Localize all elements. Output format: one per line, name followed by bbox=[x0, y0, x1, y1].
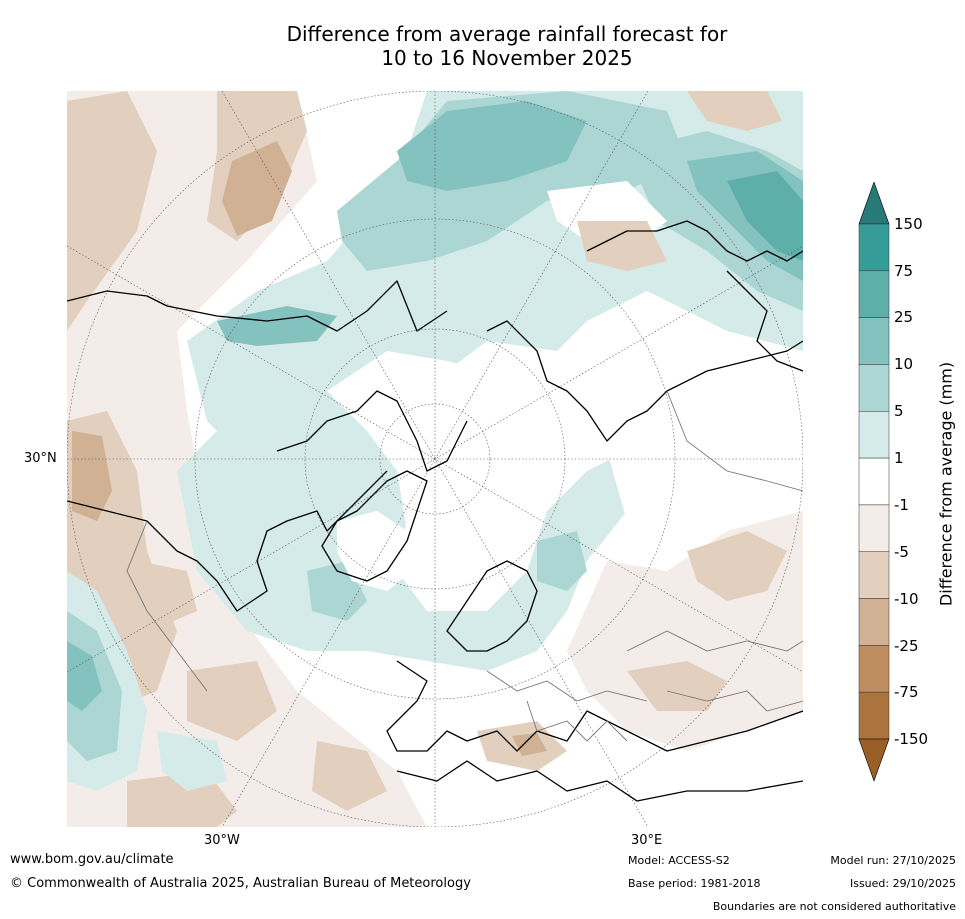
coastline-scandinavia bbox=[446, 560, 538, 652]
colorbar-title: Difference from average (mm) bbox=[936, 361, 956, 607]
longitude-label-30e: 30°E bbox=[631, 833, 663, 848]
anomaly-dry-atlantic-strong bbox=[222, 141, 292, 236]
colorbar-band-25-to-75 bbox=[858, 270, 890, 318]
coastline-alaska bbox=[67, 280, 448, 332]
coastline-russia-arctic bbox=[486, 320, 803, 442]
colorbar-tick-150: 150 bbox=[894, 215, 923, 233]
colorbar-graphic bbox=[858, 181, 890, 782]
colorbar bbox=[858, 181, 890, 782]
colorbar-tick-25: 25 bbox=[894, 308, 914, 326]
border-europe-b bbox=[526, 700, 628, 742]
colorbar-band-1-to-5 bbox=[858, 411, 890, 459]
colorbar-extend-bottom bbox=[858, 738, 890, 782]
coastline-canadian-archipelago bbox=[276, 390, 468, 472]
colorbar-band-10-to-25 bbox=[858, 317, 890, 365]
colorbar-tick-minus-1: -1 bbox=[894, 496, 909, 514]
anomaly-wet-south-light bbox=[157, 731, 227, 791]
latitude-label-30n: 30°N bbox=[24, 451, 57, 466]
anomaly-dry-mediterranean-strong bbox=[512, 733, 547, 756]
anomaly-dry-subtropic-mid bbox=[137, 561, 197, 626]
rainfall-anomaly-map bbox=[67, 91, 803, 827]
footer-model-run: Model run: 27/10/2025 bbox=[830, 854, 956, 867]
coastline-europe bbox=[386, 660, 803, 752]
footer-base-period: Base period: 1981-2018 bbox=[628, 877, 761, 890]
footer-disclaimer: Boundaries are not considered authoritat… bbox=[712, 900, 956, 913]
colorbar-tick-1: 1 bbox=[894, 449, 904, 467]
longitude-label-30w: 30°W bbox=[204, 833, 240, 848]
borders bbox=[126, 390, 803, 742]
colorbar-tick-10: 10 bbox=[894, 355, 914, 373]
anomaly-neutral-arctic bbox=[327, 351, 567, 561]
anomaly-wet-arctic-strong bbox=[397, 101, 587, 191]
border-europe-a bbox=[486, 670, 648, 702]
footer-url[interactable]: www.bom.gov.au/climate bbox=[10, 852, 174, 867]
anomaly-neutral-asia bbox=[587, 321, 803, 561]
colorbar-tick-minus-5: -5 bbox=[894, 543, 909, 561]
colorbar-band-75-to-150 bbox=[858, 223, 890, 272]
border-russia-china bbox=[666, 390, 803, 492]
title-line-2: 10 to 16 November 2025 bbox=[381, 46, 633, 70]
border-russia-kazakhstan bbox=[626, 630, 803, 652]
colorbar-tick-minus-10: -10 bbox=[894, 590, 919, 608]
colorbar-band-neutral bbox=[858, 457, 890, 506]
colorbar-tick-75: 75 bbox=[894, 262, 914, 280]
coastline-mediterranean bbox=[396, 760, 803, 802]
anomaly-dry-siberia-patch bbox=[577, 221, 667, 271]
anomaly-dry-west-mid bbox=[67, 91, 157, 331]
footer-model: Model: ACCESS-S2 bbox=[628, 854, 730, 867]
colorbar-extend-top bbox=[858, 181, 890, 225]
border-canada-usa bbox=[126, 520, 208, 692]
anomaly-dry-sw-strong bbox=[72, 431, 112, 521]
anomaly-wet-siberia-strong bbox=[727, 171, 803, 261]
colorbar-tick-minus-150: -150 bbox=[894, 730, 929, 748]
anomaly-dry-subtropic-b bbox=[187, 661, 277, 741]
coastline-siberia-north bbox=[586, 220, 803, 262]
colorbar-band-minus-10-to-minus-25 bbox=[858, 598, 890, 646]
footer-issued: Issued: 29/10/2025 bbox=[849, 877, 956, 890]
colorbar-band-minus-25-to-minus-75 bbox=[858, 645, 890, 693]
anomaly-dry-eurasia-b bbox=[627, 661, 727, 711]
colorbar-band-minus-5-to-minus-10 bbox=[858, 551, 890, 599]
map-canvas bbox=[67, 91, 803, 827]
border-asia-south bbox=[666, 690, 803, 712]
coastline-east-asia bbox=[726, 270, 803, 372]
colorbar-tick-minus-25: -25 bbox=[894, 637, 919, 655]
anomaly-dry-eurasia-mid bbox=[687, 531, 787, 601]
latitude-circle-60 bbox=[194, 218, 676, 700]
colorbar-tick-minus-75: -75 bbox=[894, 683, 919, 701]
coastline-greenland bbox=[321, 470, 428, 582]
colorbar-bands bbox=[858, 223, 890, 740]
anomaly-wet-tropical-strong bbox=[67, 641, 102, 711]
title-line-1: Difference from average rainfall forecas… bbox=[286, 22, 728, 46]
colorbar-tick-5: 5 bbox=[894, 402, 904, 420]
coastlines bbox=[67, 220, 803, 802]
map-title: Difference from average rainfall forecas… bbox=[67, 22, 947, 70]
anomaly-dry-north-patch bbox=[687, 91, 782, 131]
colorbar-band-5-to-10 bbox=[858, 364, 890, 412]
footer-copyright: © Commonwealth of Australia 2025, Austra… bbox=[10, 876, 471, 891]
anomaly-wet-scandinavia-mid bbox=[537, 531, 587, 591]
colorbar-band-minus-75-to-minus-150 bbox=[858, 691, 890, 740]
anomaly-wet-polar-light bbox=[177, 371, 627, 671]
colorbar-band-minus-1-to-minus-5 bbox=[858, 504, 890, 552]
anomaly-dry-south-a bbox=[312, 741, 387, 811]
graticule bbox=[67, 91, 803, 827]
